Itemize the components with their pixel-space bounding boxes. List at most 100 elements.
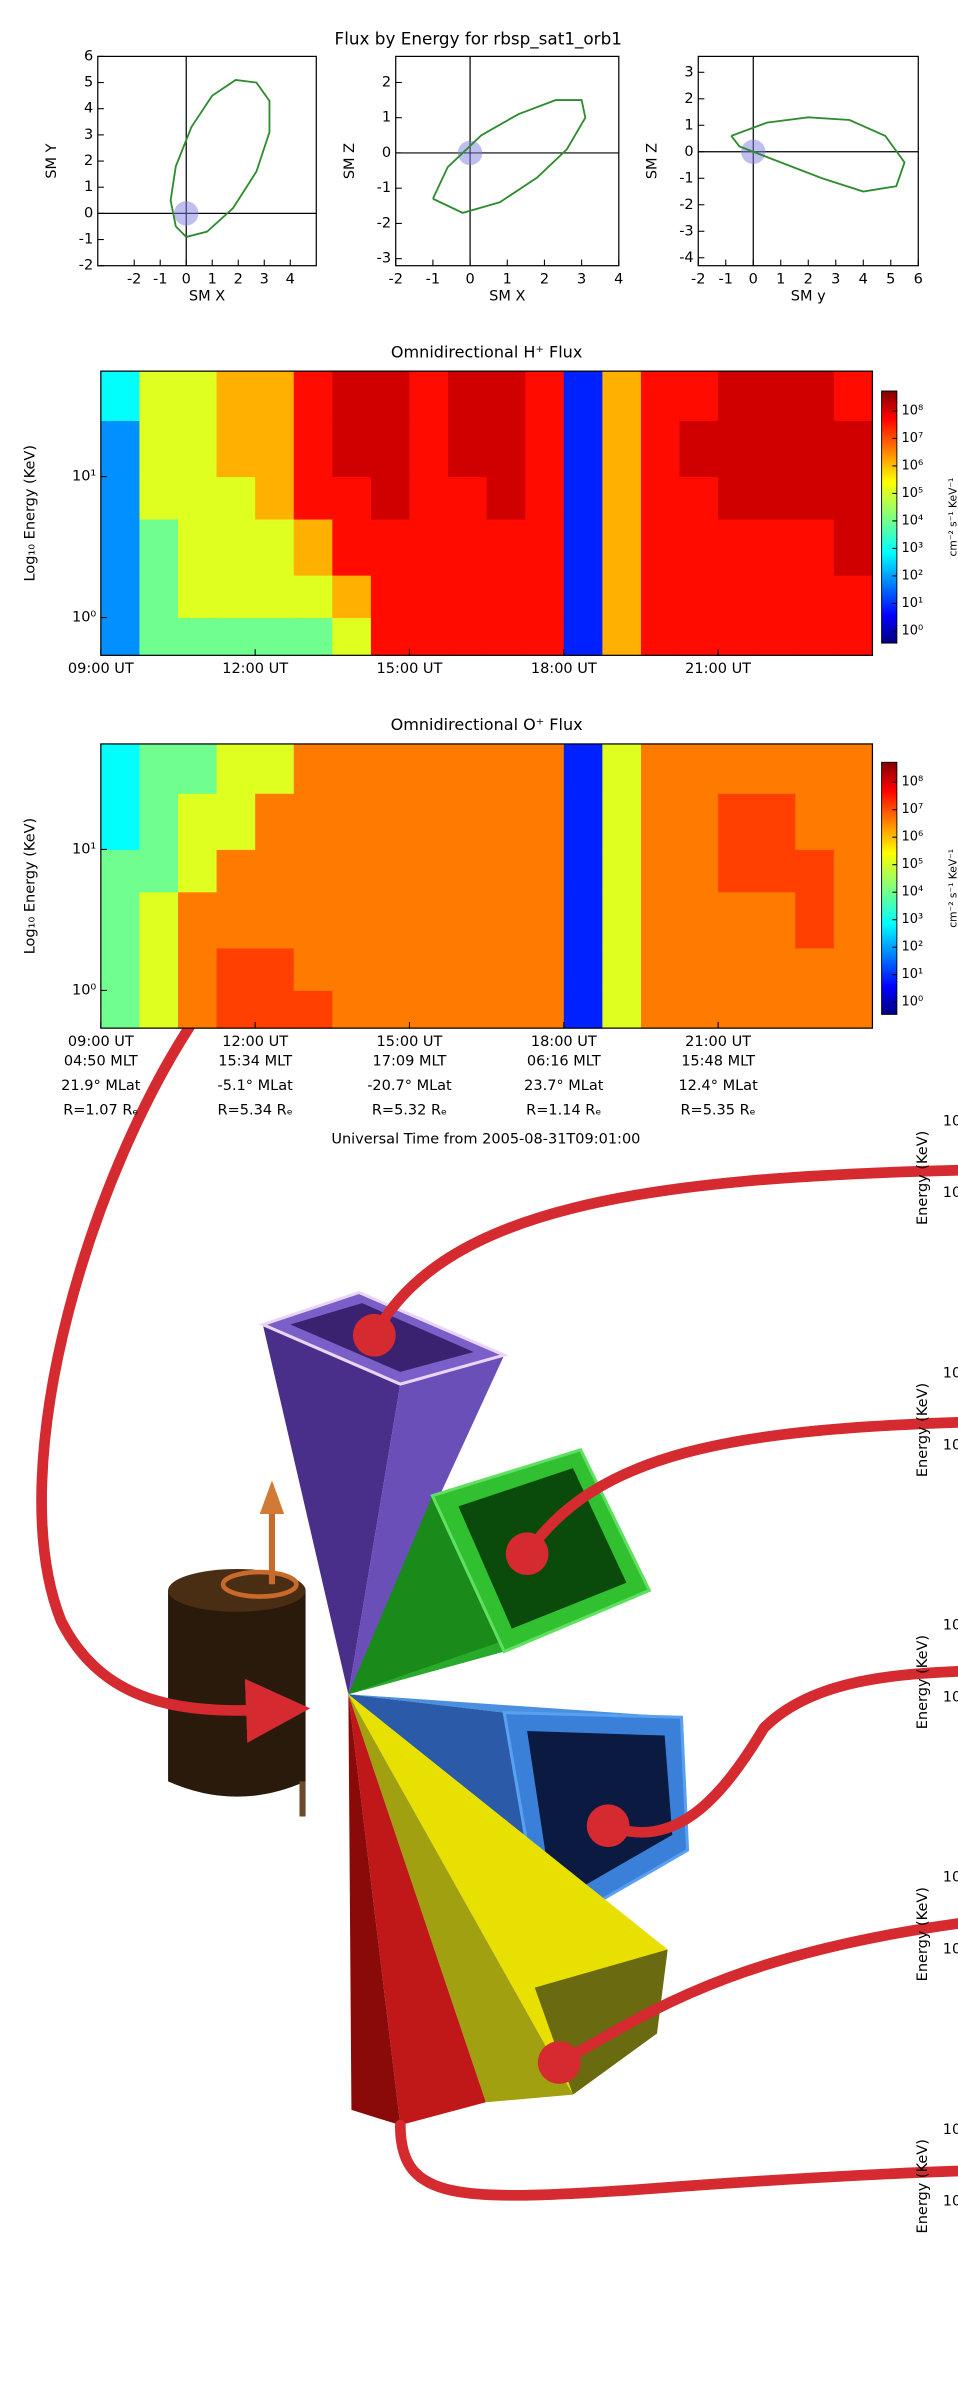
heatmap-cell (602, 421, 641, 478)
y-tick-label: 2 (684, 91, 693, 107)
heatmap-cell (602, 519, 641, 576)
y-axis-label: SM Z (644, 143, 660, 179)
x-tick-label: 4 (859, 271, 868, 287)
heatmap-cell (680, 371, 719, 421)
heatmap-cell (139, 421, 178, 478)
heatmap-cell (217, 849, 256, 892)
side-panel-tick: 10 (943, 1870, 958, 1886)
axes-frame (698, 56, 918, 265)
heatmap-cell (371, 519, 410, 576)
colorbar-tick-label: 10⁸ (901, 775, 923, 790)
axes-frame (396, 56, 619, 265)
heatmap-cell (178, 744, 217, 794)
heatmap-cell (834, 948, 873, 991)
heatmap-cell (332, 371, 371, 421)
colorbar-tick-label: 10⁸ (901, 403, 923, 418)
heatmap-cell (795, 477, 834, 520)
colorbar-tick-label: 10⁷ (901, 802, 923, 817)
side-panel-label: Energy (KeV) (915, 1131, 931, 1225)
heatmap-cell (680, 575, 719, 618)
heatmap-cell (834, 892, 873, 949)
heatmap-cell (178, 519, 217, 576)
heatmap-cell (217, 744, 256, 794)
heatmap-cell (294, 744, 333, 794)
colorbar-tick-label: 10⁰ (901, 995, 923, 1010)
heatmap-cell (564, 421, 603, 478)
heatmap-cell (178, 618, 217, 656)
heatmap-cell (834, 793, 873, 850)
y-tick-label: -1 (79, 232, 93, 248)
heatmap-cell (139, 990, 178, 1028)
heatmap-cell (525, 421, 564, 478)
time-info-label: 04:50 MLT (64, 1054, 138, 1070)
heatmap-cell (371, 371, 410, 421)
heatmap-cell (641, 990, 680, 1028)
orbit-line (433, 100, 585, 213)
heatmap-cell (332, 990, 371, 1028)
side-panel-tick: 10 (943, 2122, 958, 2138)
connector (400, 2125, 958, 2195)
heatmap-cell (795, 744, 834, 794)
heatmap-cell (680, 990, 719, 1028)
x-tick-label: 12:00 UT (222, 1034, 288, 1050)
heatmap-cell (525, 575, 564, 618)
heatmap-cell (332, 948, 371, 991)
heatmap-cell (487, 892, 526, 949)
heatmap-cell (101, 371, 140, 421)
heatmap-cell (409, 575, 448, 618)
heatmap-cell (680, 618, 719, 656)
heatmap-cell (332, 575, 371, 618)
y-tick-label: 1 (684, 117, 693, 133)
y-tick-label: 3 (684, 64, 693, 80)
axes-frame (98, 56, 316, 265)
heatmap-cell (332, 744, 371, 794)
heatmap-cell (718, 990, 757, 1028)
heatmap-cell (294, 519, 333, 576)
heatmap-cell (757, 519, 796, 576)
heatmap-cell (448, 744, 487, 794)
y-tick-label: -2 (679, 197, 693, 213)
figure: Flux by Energy for rbsp_sat1_orb1 (0, 0, 958, 2397)
heatmap-cell (795, 618, 834, 656)
y-tick-label: 2 (382, 74, 391, 90)
y-tick-label: 5 (84, 75, 93, 91)
x-tick-label: 4 (286, 271, 295, 287)
earth (174, 201, 198, 225)
connector-dot (353, 1314, 396, 1357)
heatmap-cell (139, 849, 178, 892)
heatmap-cell (294, 948, 333, 991)
colorbar-tick-label: 10³ (901, 912, 923, 927)
x-tick-label: -2 (388, 271, 402, 287)
heatmap-cell (255, 477, 294, 520)
time-info-label: R=5.32 Rₑ (372, 1103, 447, 1119)
heatmap-cell (834, 990, 873, 1028)
heatmap-cell (217, 477, 256, 520)
y-axis-label: Log₁₀ Energy (KeV) (23, 445, 39, 581)
heatmap-cell (178, 892, 217, 949)
y-tick-label: -2 (377, 215, 391, 231)
x-tick-label: 2 (234, 271, 243, 287)
x-tick-label: 3 (577, 271, 586, 287)
x-tick-label: -1 (719, 271, 733, 287)
heatmap-cell (718, 793, 757, 850)
side-panel-label: Energy (KeV) (915, 1887, 931, 1981)
heatmap-cell (718, 744, 757, 794)
x-tick-label: 2 (804, 271, 813, 287)
heatmap-cell (294, 371, 333, 421)
x-tick-label: 21:00 UT (685, 661, 751, 677)
heatmap-cell (332, 849, 371, 892)
heatmap-cell (757, 421, 796, 478)
heatmap-cell (255, 421, 294, 478)
heatmap-cell (371, 892, 410, 949)
heatmap-cell (641, 948, 680, 991)
heatmap-cell (680, 948, 719, 991)
heatmap-cell (255, 793, 294, 850)
colorbar-label: cm⁻² s⁻¹ KeV⁻¹ (946, 849, 958, 928)
heatmap-cell (294, 477, 333, 520)
heatmap-cell (602, 793, 641, 850)
heatmap-cell (525, 618, 564, 656)
heatmap-cell (564, 519, 603, 576)
heatmap-cell (718, 948, 757, 991)
colorbar (882, 391, 897, 643)
heatmap-cell (718, 477, 757, 520)
